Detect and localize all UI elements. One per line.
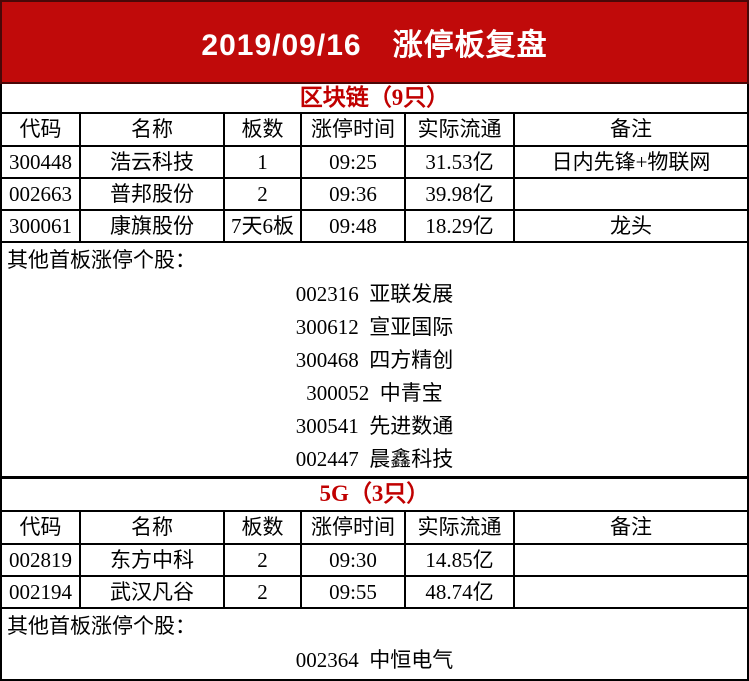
stock-row: 002819 东方中科 2 09:30 14.85亿 [2, 545, 747, 577]
section-title: 区块链（9只） [2, 84, 747, 114]
column-header: 涨停时间 [302, 512, 406, 543]
other-stock-item: 300541 先进数通 [295, 414, 454, 438]
column-header: 代码 [2, 114, 81, 145]
cell-name: 武汉凡谷 [81, 577, 225, 607]
sector-section: 5G（3只） 代码 名称 板数 涨停时间 实际流通 备注 002819 东方中科 2 09:30… [2, 476, 747, 679]
column-header: 实际流通 [406, 512, 515, 543]
cell-name: 康旗股份 [81, 211, 225, 241]
cell-time: 09:55 [302, 577, 406, 607]
cell-name: 浩云科技 [81, 147, 225, 177]
cell-boards: 2 [225, 179, 302, 209]
other-stock-item: 300468 四方精创 [295, 348, 454, 372]
other-stock-item: 002364 中恒电气 [295, 648, 454, 672]
cell-float_cap: 18.29亿 [406, 211, 515, 241]
column-header: 板数 [225, 114, 302, 145]
column-header: 备注 [610, 117, 652, 141]
cell-float_cap: 14.85亿 [406, 545, 515, 575]
other-stocks-list: 002364 中恒电气 [2, 644, 747, 679]
other-stocks-list: 002316 亚联发展 300612 宣亚国际 300468 四方精创 300052 … [2, 278, 747, 476]
other-stock-item: 002316 亚联发展 [295, 282, 454, 306]
cell-code: 002194 [2, 577, 81, 607]
stock-row: 002194 武汉凡谷 2 09:55 48.74亿 [2, 577, 747, 609]
other-stock-item: 002447 晨鑫科技 [295, 447, 454, 471]
cell-note [515, 179, 747, 209]
cell-note: 日内先锋+物联网 [551, 150, 711, 174]
cell-float_cap: 39.98亿 [406, 179, 515, 209]
cell-note [515, 545, 747, 575]
cell-time: 09:30 [302, 545, 406, 575]
column-header: 代码 [2, 512, 81, 543]
column-header: 涨停时间 [302, 114, 406, 145]
cell-code: 300448 [2, 147, 81, 177]
cell-name: 普邦股份 [81, 179, 225, 209]
sector-section: 区块链（9只） 代码 名称 板数 涨停时间 实际流通 备注 300448 浩云科技 1 09:2… [2, 84, 747, 476]
column-header: 实际流通 [406, 114, 515, 145]
cell-note [515, 577, 747, 607]
cell-boards: 2 [225, 577, 302, 607]
other-stocks-label: 其他首板涨停个股： [7, 614, 196, 638]
column-header: 备注 [610, 515, 652, 539]
stock-row: 002663 普邦股份 2 09:36 39.98亿 [2, 179, 747, 211]
cell-boards: 7天6板 [225, 211, 302, 241]
cell-name: 东方中科 [81, 545, 225, 575]
cell-boards: 1 [225, 147, 302, 177]
table-header-row: 代码 名称 板数 涨停时间 实际流通 备注 [2, 512, 747, 545]
cell-time: 09:36 [302, 179, 406, 209]
page-title: 2019/09/16 涨停板复盘 [201, 29, 548, 62]
cell-code: 300061 [2, 211, 81, 241]
column-header: 板数 [225, 512, 302, 543]
other-stock-item: 300052 中青宝 [306, 381, 443, 405]
cell-note: 龙头 [610, 214, 652, 238]
cell-float_cap: 48.74亿 [406, 577, 515, 607]
other-stock-item: 300612 宣亚国际 [295, 315, 454, 339]
sections-container: 区块链（9只） 代码 名称 板数 涨停时间 实际流通 备注 300448 浩云科技 1 09:2… [0, 84, 749, 681]
column-header: 名称 [81, 512, 225, 543]
stock-row: 300061 康旗股份 7天6板 09:48 18.29亿 龙头 [2, 211, 747, 243]
cell-time: 09:48 [302, 211, 406, 241]
cell-time: 09:25 [302, 147, 406, 177]
stocks-table: 代码 名称 板数 涨停时间 实际流通 备注 002819 东方中科 2 09:30 14.85亿 0… [2, 512, 747, 609]
stock-row: 300448 浩云科技 1 09:25 31.53亿 日内先锋+物联网 [2, 147, 747, 179]
cell-code: 002819 [2, 545, 81, 575]
section-title: 5G（3只） [2, 479, 747, 512]
other-stocks-label: 其他首板涨停个股： [7, 248, 196, 272]
cell-code: 002663 [2, 179, 81, 209]
title-banner: 2019/09/16 涨停板复盘 [0, 0, 749, 84]
cell-float_cap: 31.53亿 [406, 147, 515, 177]
stocks-table: 代码 名称 板数 涨停时间 实际流通 备注 300448 浩云科技 1 09:25 31.53亿 日… [2, 114, 747, 243]
table-header-row: 代码 名称 板数 涨停时间 实际流通 备注 [2, 114, 747, 147]
cell-boards: 2 [225, 545, 302, 575]
column-header: 名称 [81, 114, 225, 145]
